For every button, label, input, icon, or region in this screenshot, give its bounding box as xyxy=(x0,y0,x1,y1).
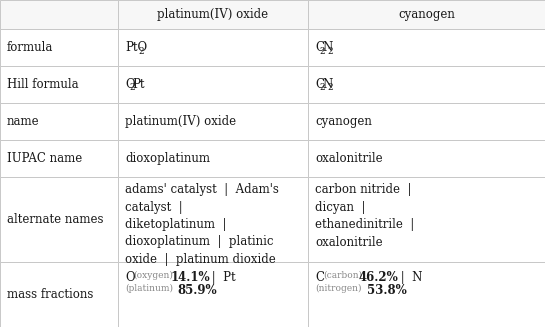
Bar xyxy=(308,66,545,103)
Text: mass fractions: mass fractions xyxy=(7,288,93,301)
Text: cyanogen: cyanogen xyxy=(315,115,372,128)
Text: 14.1%: 14.1% xyxy=(171,271,210,284)
Bar xyxy=(0,262,118,327)
Bar xyxy=(0,66,118,103)
Bar xyxy=(0,29,118,66)
Bar xyxy=(308,103,545,140)
Text: |  Pt: | Pt xyxy=(208,271,235,284)
Text: 2: 2 xyxy=(319,46,325,56)
Text: formula: formula xyxy=(7,41,53,54)
Bar xyxy=(308,140,545,177)
Bar xyxy=(308,262,545,327)
Text: 2: 2 xyxy=(327,46,332,56)
Text: 2: 2 xyxy=(138,46,144,56)
Bar xyxy=(0,103,118,140)
Text: (carbon): (carbon) xyxy=(323,271,362,280)
Text: 46.2%: 46.2% xyxy=(359,271,399,284)
Text: 2: 2 xyxy=(129,83,135,93)
Text: (oxygen): (oxygen) xyxy=(133,271,173,280)
Text: carbon nitride  |
dicyan  |
ethanedinitrile  |
oxalonitrile: carbon nitride | dicyan | ethanedinitril… xyxy=(315,183,414,249)
Text: 2: 2 xyxy=(327,83,332,93)
Text: IUPAC name: IUPAC name xyxy=(7,152,82,165)
Text: Hill formula: Hill formula xyxy=(7,78,78,91)
Text: dioxoplatinum: dioxoplatinum xyxy=(125,152,210,165)
Text: cyanogen: cyanogen xyxy=(398,8,455,21)
Bar xyxy=(308,0,545,29)
Text: (platinum): (platinum) xyxy=(125,284,173,293)
Bar xyxy=(118,29,308,66)
Bar xyxy=(118,0,308,29)
Bar xyxy=(118,177,308,262)
Text: platinum(IV) oxide: platinum(IV) oxide xyxy=(158,8,269,21)
Text: alternate names: alternate names xyxy=(7,213,104,226)
Bar xyxy=(118,103,308,140)
Text: name: name xyxy=(7,115,40,128)
Bar xyxy=(118,262,308,327)
Text: O: O xyxy=(125,271,135,284)
Bar xyxy=(0,140,118,177)
Bar xyxy=(308,29,545,66)
Text: N: N xyxy=(323,41,333,54)
Text: O: O xyxy=(125,78,135,91)
Text: 2: 2 xyxy=(319,83,325,93)
Bar xyxy=(0,177,118,262)
Text: (nitrogen): (nitrogen) xyxy=(315,284,361,293)
Text: C: C xyxy=(315,271,324,284)
Text: adams' catalyst  |  Adam's
catalyst  |
diketoplatinum  |
dioxoplatinum  |  plati: adams' catalyst | Adam's catalyst | dike… xyxy=(125,183,279,266)
Text: oxalonitrile: oxalonitrile xyxy=(315,152,383,165)
Text: PtO: PtO xyxy=(125,41,147,54)
Text: platinum(IV) oxide: platinum(IV) oxide xyxy=(125,115,236,128)
Text: C: C xyxy=(315,41,324,54)
Text: C: C xyxy=(315,78,324,91)
Text: 53.8%: 53.8% xyxy=(367,284,407,297)
Text: N: N xyxy=(323,78,333,91)
Bar xyxy=(0,0,118,29)
Bar xyxy=(118,66,308,103)
Bar xyxy=(118,140,308,177)
Text: |  N: | N xyxy=(397,271,422,284)
Text: Pt: Pt xyxy=(132,78,145,91)
Text: 85.9%: 85.9% xyxy=(177,284,216,297)
Bar xyxy=(308,177,545,262)
